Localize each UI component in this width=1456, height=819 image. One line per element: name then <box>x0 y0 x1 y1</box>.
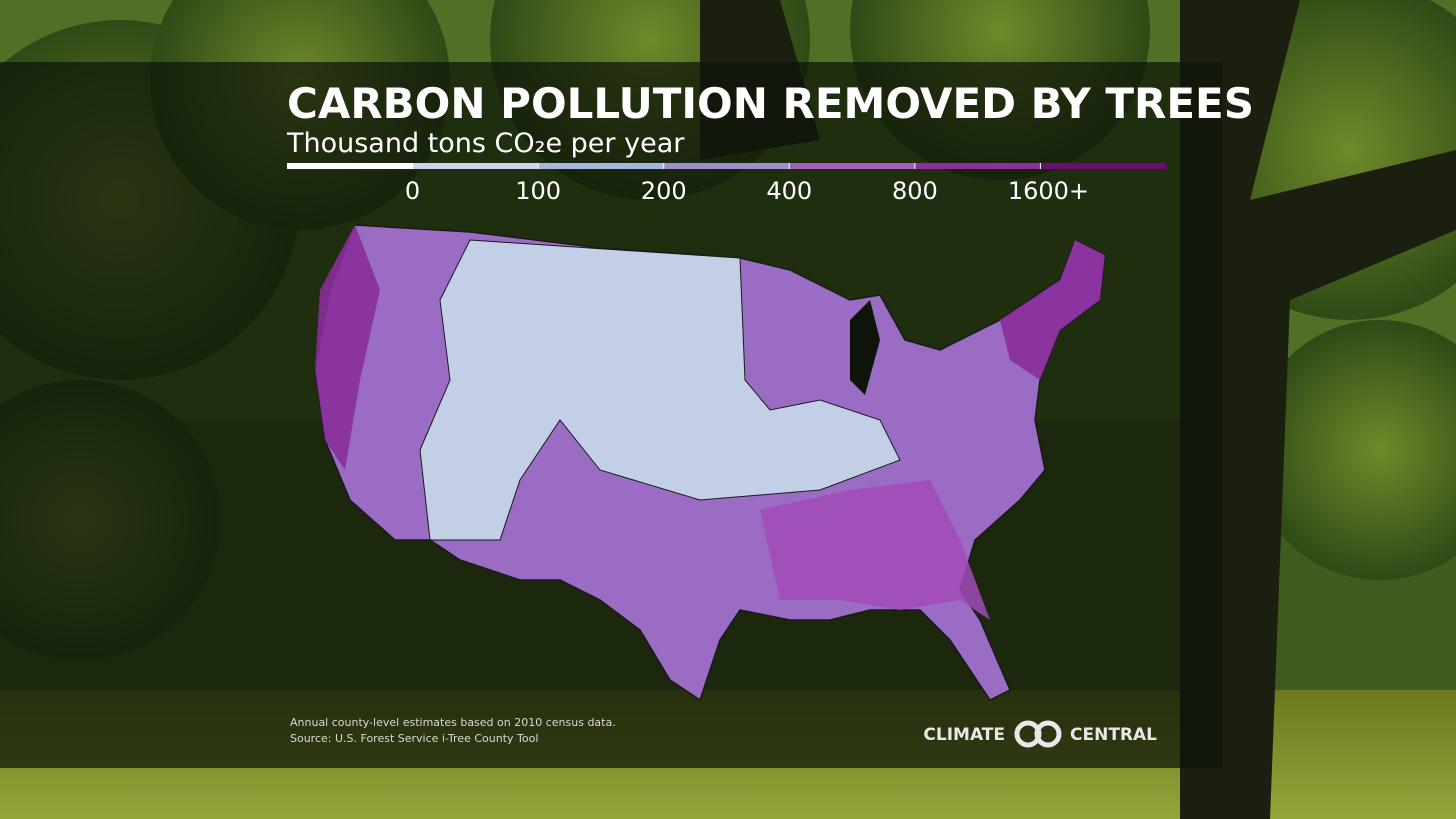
logo-text: CLIMATE <box>923 725 1005 745</box>
legend-segment <box>287 163 414 169</box>
us-map <box>314 224 1106 702</box>
legend-segment <box>663 163 790 169</box>
legend: 0 100 200 400 800 1600+ <box>287 163 1167 205</box>
note: Annual county-level estimates based on 2… <box>290 716 616 729</box>
legend-segment <box>412 163 539 169</box>
legend-label: 200 <box>641 177 687 205</box>
legend-segment <box>1040 163 1167 169</box>
legend-label: 800 <box>892 177 938 205</box>
legend-label: 1600+ <box>1008 177 1089 205</box>
logo-icon <box>1014 720 1062 748</box>
note: Source: U.S. Forest Service i-Tree Count… <box>290 732 538 745</box>
legend-segment <box>789 163 916 169</box>
logo-text: CENTRAL <box>1070 725 1157 745</box>
legend-label: 100 <box>515 177 561 205</box>
legend-label: 400 <box>766 177 812 205</box>
legend-segment <box>538 163 665 169</box>
legend-segment <box>914 163 1041 169</box>
subtitle: Thousand tons CO₂e per year <box>286 128 685 159</box>
title: CARBON POLLUTION REMOVED BY TREES <box>287 79 1254 128</box>
legend-label: 0 <box>405 177 420 205</box>
